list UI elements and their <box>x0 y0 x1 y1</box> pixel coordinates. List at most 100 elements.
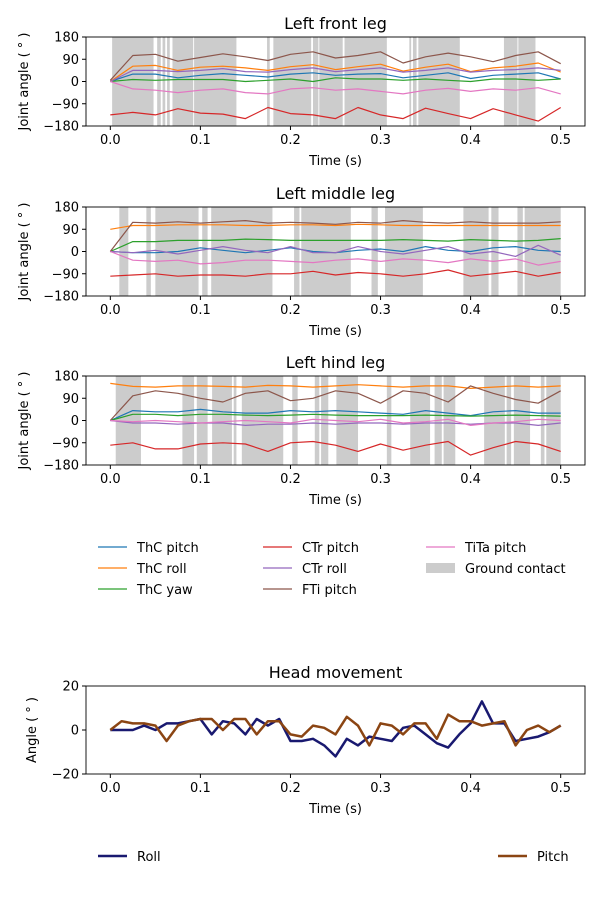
series-line-fti-pitch <box>109 385 561 421</box>
series-line-fti-pitch <box>109 51 561 81</box>
chart-title: Head movement <box>269 663 402 682</box>
ground-contact-span <box>412 37 417 126</box>
x-tick-label: 0.2 <box>280 133 301 148</box>
legend-label: Pitch <box>537 850 569 865</box>
x-tick-label: 0.5 <box>550 781 571 796</box>
y-tick-label: 0 <box>71 414 79 429</box>
ground-contact-span <box>182 376 195 465</box>
series-line-thc-pitch <box>110 72 561 83</box>
series-line-thc-yaw <box>110 413 561 422</box>
legend-label: ThC yaw <box>136 583 193 598</box>
x-axis-label: Time (s) <box>308 493 362 508</box>
ground-contact-span <box>418 37 460 126</box>
y-tick-label: 90 <box>62 53 79 68</box>
x-tick-label: 0.4 <box>460 472 481 487</box>
ground-contact-span <box>196 376 208 465</box>
legend-swatch <box>426 563 455 573</box>
series-line-ctr-roll <box>110 244 561 257</box>
y-tick-label: 0 <box>71 245 79 260</box>
x-axis-label: Time (s) <box>308 154 362 169</box>
legend-label: TiTa pitch <box>464 541 526 556</box>
legend-label: CTr pitch <box>302 541 359 556</box>
y-tick-label: 90 <box>62 392 79 407</box>
series-line-tita-pitch <box>110 80 561 95</box>
x-tick-label: 0.2 <box>280 303 301 318</box>
legend-label: ThC roll <box>136 562 187 577</box>
x-axis-label: Time (s) <box>308 802 362 817</box>
ground-contact-span <box>294 207 300 296</box>
chart-title: Left middle leg <box>276 184 395 203</box>
chart-3: 0.0 0.1 0.2 0.3 0.4 0.5 180 90 0 −90 −180 Left hind… <box>17 353 586 508</box>
x-tick-label: 0.4 <box>460 303 481 318</box>
legend-label: Ground contact <box>465 562 566 577</box>
y-tick-label: 180 <box>54 31 79 46</box>
x-tick-label: 0.2 <box>280 472 301 487</box>
legend-item: FTi pitch <box>263 583 357 598</box>
legend-legs: ThC pitch ThC roll ThC yaw CTr pitch CTr rol… <box>98 541 566 598</box>
chart-4: 0.0 0.1 0.2 0.3 0.4 0.5 20 0 −20 Head movement Tim… <box>25 663 586 817</box>
legend-item: ThC roll <box>98 562 187 577</box>
ground-contact-span <box>162 37 166 126</box>
ground-contact-span <box>112 37 154 126</box>
x-tick-label: 0.4 <box>460 781 481 796</box>
x-tick-label: 0.3 <box>370 781 391 796</box>
x-tick-label: 0.3 <box>370 472 391 487</box>
series-line-roll <box>110 700 562 758</box>
x-tick-label: 0.1 <box>190 781 211 796</box>
ground-contact-span <box>344 37 387 126</box>
x-tick-label: 0.0 <box>100 133 121 148</box>
chart-title: Left hind leg <box>286 353 386 372</box>
ground-contact-span <box>517 207 523 296</box>
x-tick-label: 0.1 <box>190 303 211 318</box>
chart-2: 0.0 0.1 0.2 0.3 0.4 0.5 180 90 0 −90 −180 Left midd… <box>17 184 586 339</box>
ground-contact-span <box>319 37 343 126</box>
x-tick-label: 0.0 <box>100 781 121 796</box>
chart-1: 0.0 0.1 0.2 0.3 0.4 0.5 180 90 0 −90 −180 Left fron… <box>17 14 586 169</box>
y-axis-label: Joint angle ( ° ) <box>17 372 32 471</box>
ground-contact-span <box>506 376 512 465</box>
legend-label: CTr roll <box>302 562 347 577</box>
ground-contact-span <box>371 207 378 296</box>
x-tick-label: 0.5 <box>550 472 571 487</box>
legend-item: Roll <box>98 850 161 865</box>
ground-contact-span <box>518 37 536 126</box>
series-line-thc-pitch <box>110 408 561 422</box>
ground-contact-span <box>172 37 194 126</box>
legend-head: Roll Pitch <box>98 850 569 865</box>
x-tick-label: 0.4 <box>460 133 481 148</box>
y-tick-label: 90 <box>62 223 79 238</box>
x-tick-label: 0.3 <box>370 303 391 318</box>
ground-contact-span <box>157 37 161 126</box>
series-line-thc-yaw <box>110 77 561 83</box>
legend-item: CTr roll <box>263 562 347 577</box>
series-line-thc-roll <box>109 62 561 82</box>
ground-contact-span <box>540 376 545 465</box>
y-tick-label: −90 <box>52 97 79 112</box>
series-line-ctr-roll <box>110 67 561 83</box>
y-tick-label: 20 <box>62 680 79 695</box>
ground-contact-span <box>167 37 170 126</box>
ground-contact-span <box>273 37 312 126</box>
series-line-thc-roll <box>110 223 561 230</box>
y-tick-label: 180 <box>54 370 79 385</box>
ground-contact-span <box>484 376 505 465</box>
y-axis-label: Angle ( ° ) <box>25 697 40 763</box>
y-axis-label: Joint angle ( ° ) <box>17 33 32 132</box>
legend-item: ThC yaw <box>98 583 193 598</box>
series-line-thc-roll <box>110 382 561 389</box>
x-tick-label: 0.2 <box>280 781 301 796</box>
y-tick-label: −180 <box>43 120 79 135</box>
x-tick-label: 0.5 <box>550 133 571 148</box>
y-tick-label: −180 <box>43 290 79 305</box>
legend-item: Pitch <box>498 850 569 865</box>
legend-label: ThC pitch <box>136 541 199 556</box>
series-line-tita-pitch <box>110 250 561 266</box>
y-tick-label: −90 <box>52 436 79 451</box>
y-tick-label: 0 <box>71 724 79 739</box>
legend-item: TiTa pitch <box>426 541 526 556</box>
ground-contact-span <box>292 376 298 465</box>
x-tick-label: 0.0 <box>100 472 121 487</box>
series-line-thc-yaw <box>110 238 561 253</box>
ground-contact-span <box>119 207 129 296</box>
